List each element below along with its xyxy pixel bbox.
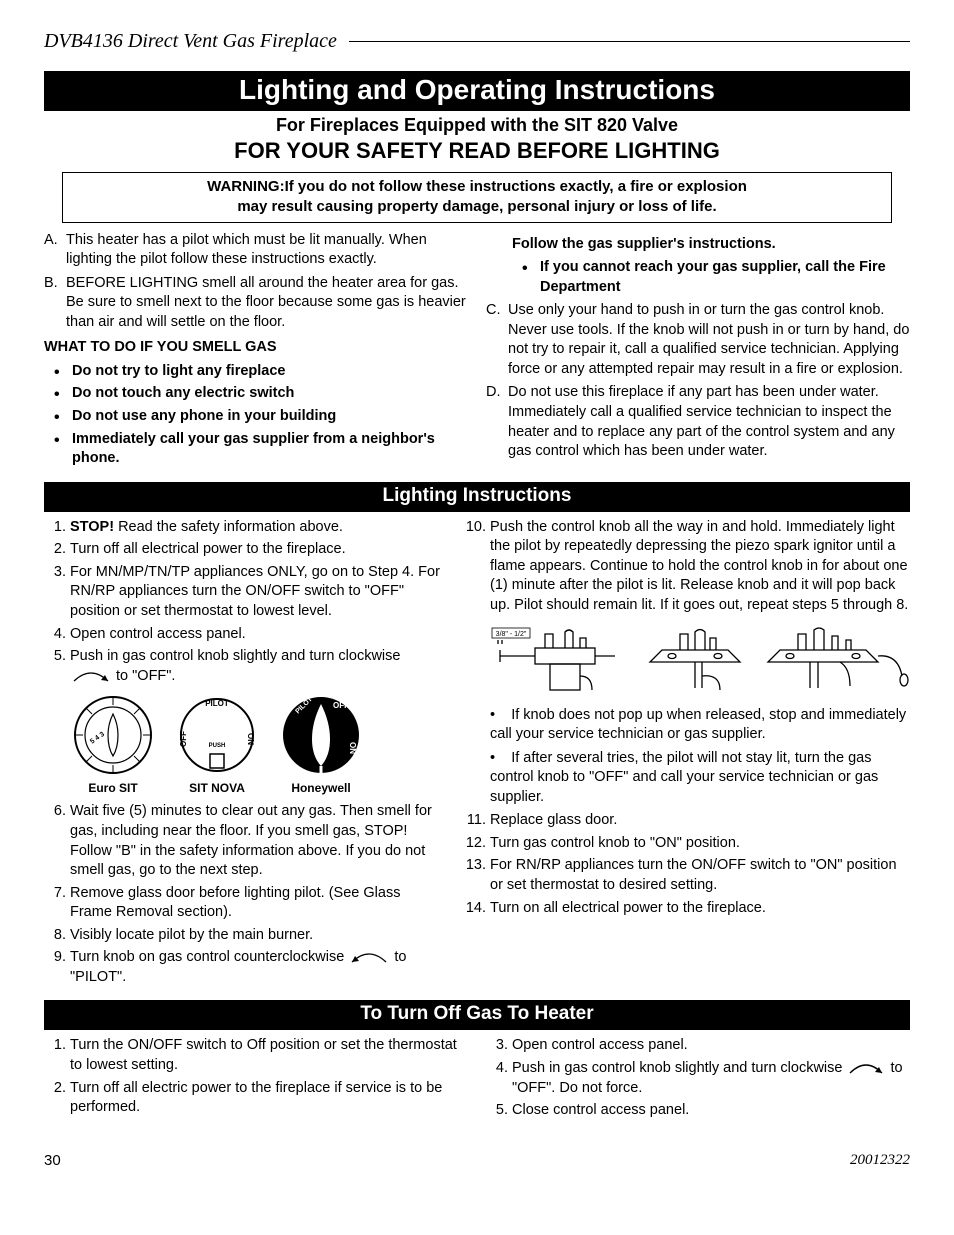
lighting-note: • If after several tries, the pilot will… [490, 749, 910, 808]
svg-text:OFF: OFF [179, 731, 188, 747]
call-fire-dept: If you cannot reach your gas supplier, c… [540, 258, 910, 297]
knob-euro-sit: 5 4 3 Euro SIT [70, 694, 156, 796]
safety-left-col: A.This heater has a pilot which must be … [44, 231, 468, 472]
warning-box: WARNING:If you do not follow these instr… [62, 172, 892, 223]
pilot-diagrams: 3/8" - 1/2" [490, 626, 910, 696]
pilot-diagram-3-icon [760, 626, 910, 696]
lighting-step: 9.Turn knob on gas control counterclockw… [70, 948, 446, 987]
lighting-title-bar: Lighting Instructions [44, 482, 910, 512]
subtitle-valve: For Fireplaces Equipped with the SIT 820… [44, 115, 910, 136]
lighting-step: 1.STOP! Read the safety information abov… [70, 518, 446, 538]
turnoff-step: 2.Turn off all electric power to the fir… [70, 1079, 468, 1118]
lighting-step: 10.Push the control knob all the way in … [490, 518, 910, 616]
pilot-diagram-1-icon: 3/8" - 1/2" [490, 626, 630, 696]
lighting-step: 13.For RN/RP appliances turn the ON/OFF … [490, 856, 910, 895]
lighting-step: 3.For MN/MP/TN/TP appliances ONLY, go on… [70, 563, 446, 622]
lighting-step: 12.Turn gas control knob to "ON" positio… [490, 834, 910, 854]
lighting-step: 7.Remove glass door before lighting pilo… [70, 884, 446, 923]
lighting-step: 8.Visibly locate pilot by the main burne… [70, 926, 446, 946]
svg-text:3/8" - 1/2": 3/8" - 1/2" [496, 631, 527, 638]
product-title: DVB4136 Direct Vent Gas Fireplace [44, 30, 349, 53]
svg-text:PILOT: PILOT [205, 699, 229, 708]
turnoff-left-list: 1.Turn the ON/OFF switch to Off position… [44, 1036, 468, 1117]
svg-text:OFF: OFF [333, 701, 349, 710]
lighting-section: 1.STOP! Read the safety information abov… [44, 518, 910, 991]
document-number: 20012322 [850, 1152, 910, 1169]
lighting-steps-1-5: 1.STOP! Read the safety information abov… [44, 518, 446, 687]
knob-sit-nova: PILOT OFF ON PUSH SIT NOVA [174, 694, 260, 796]
lighting-step: 11.Replace glass door. [490, 811, 910, 831]
knob-label: Euro SIT [70, 780, 156, 796]
knob-label: Honeywell [278, 780, 364, 796]
safety-section: A.This heater has a pilot which must be … [44, 231, 910, 472]
lighting-step: 4.Open control access panel. [70, 625, 446, 645]
smell-gas-bullets: Do not try to light any fireplace Do not… [44, 362, 468, 469]
turnoff-step: 4.Push in gas control knob slightly and … [512, 1059, 910, 1098]
subtitle-safety: FOR YOUR SAFETY READ BEFORE LIGHTING [44, 138, 910, 164]
lighting-step: 2.Turn off all electrical power to the f… [70, 540, 446, 560]
page-footer: 30 20012322 [44, 1152, 910, 1169]
lighting-step-10: 10.Push the control knob all the way in … [464, 518, 910, 616]
lighting-step: 5.Push in gas control knob slightly and … [70, 647, 446, 686]
lighting-right-col: 10.Push the control knob all the way in … [464, 518, 910, 991]
svg-text:ON: ON [348, 742, 357, 754]
lighting-step: 14.Turn on all electrical power to the f… [490, 899, 910, 919]
smell-bullet: Do not use any phone in your building [72, 407, 468, 427]
turnoff-step: 5.Close control access panel. [512, 1101, 910, 1121]
follow-supplier: Follow the gas supplier's instructions. [512, 235, 910, 255]
euro-sit-knob-icon: 5 4 3 [70, 694, 156, 776]
warning-line-2: may result causing property damage, pers… [73, 197, 881, 217]
turnoff-section: 1.Turn the ON/OFF switch to Off position… [44, 1036, 910, 1123]
turnoff-left-col: 1.Turn the ON/OFF switch to Off position… [44, 1036, 468, 1123]
turnoff-right-col: 3.Open control access panel. 4.Push in g… [486, 1036, 910, 1123]
lighting-note: • If knob does not pop up when released,… [490, 706, 910, 745]
page-header: DVB4136 Direct Vent Gas Fireplace [44, 30, 910, 53]
page-number: 30 [44, 1152, 61, 1169]
safety-item: A.This heater has a pilot which must be … [66, 231, 468, 270]
pilot-diagram-2-icon [640, 626, 750, 696]
svg-text:ON: ON [246, 733, 255, 745]
knob-honeywell: OFF PILOT ON Honeywell [278, 694, 364, 796]
knob-label: SIT NOVA [174, 780, 260, 796]
turnoff-step: 3.Open control access panel. [512, 1036, 910, 1056]
safety-item: C.Use only your hand to push in or turn … [508, 301, 910, 379]
turnoff-step: 1.Turn the ON/OFF switch to Off position… [70, 1036, 468, 1075]
safety-right-col: Follow the gas supplier's instructions. … [486, 231, 910, 472]
main-title-bar: Lighting and Operating Instructions [44, 71, 910, 111]
header-rule [349, 41, 910, 42]
smell-bullet: Immediately call your gas supplier from … [72, 430, 468, 469]
safety-item: D.Do not use this fireplace if any part … [508, 383, 910, 461]
lighting-step: 6.Wait five (5) minutes to clear out any… [70, 802, 446, 880]
safety-left-list: A.This heater has a pilot which must be … [44, 231, 468, 333]
lighting-steps-6-9: 6.Wait five (5) minutes to clear out any… [44, 802, 446, 987]
safety-right-list: C.Use only your hand to push in or turn … [486, 301, 910, 462]
supplier-instructions: Follow the gas supplier's instructions. … [486, 235, 910, 298]
sit-nova-knob-icon: PILOT OFF ON PUSH [174, 694, 260, 776]
lighting-steps-11-14: 11.Replace glass door. 12.Turn gas contr… [464, 811, 910, 918]
turnoff-right-list: 3.Open control access panel. 4.Push in g… [486, 1036, 910, 1120]
smell-gas-heading: WHAT TO DO IF YOU SMELL GAS [44, 338, 468, 358]
lighting-left-col: 1.STOP! Read the safety information abov… [44, 518, 446, 991]
warning-line-1: WARNING:If you do not follow these instr… [73, 177, 881, 197]
safety-item: B.BEFORE LIGHTING smell all around the h… [66, 274, 468, 333]
knob-diagrams: 5 4 3 Euro SIT PILOT OFF ON PUSH SIT NOV… [70, 694, 446, 796]
turnoff-title-bar: To Turn Off Gas To Heater [44, 1000, 910, 1030]
honeywell-knob-icon: OFF PILOT ON [278, 694, 364, 776]
lighting-notes: • If knob does not pop up when released,… [464, 706, 910, 808]
svg-text:PUSH: PUSH [209, 743, 226, 749]
smell-bullet: Do not touch any electric switch [72, 384, 468, 404]
smell-bullet: Do not try to light any fireplace [72, 362, 468, 382]
